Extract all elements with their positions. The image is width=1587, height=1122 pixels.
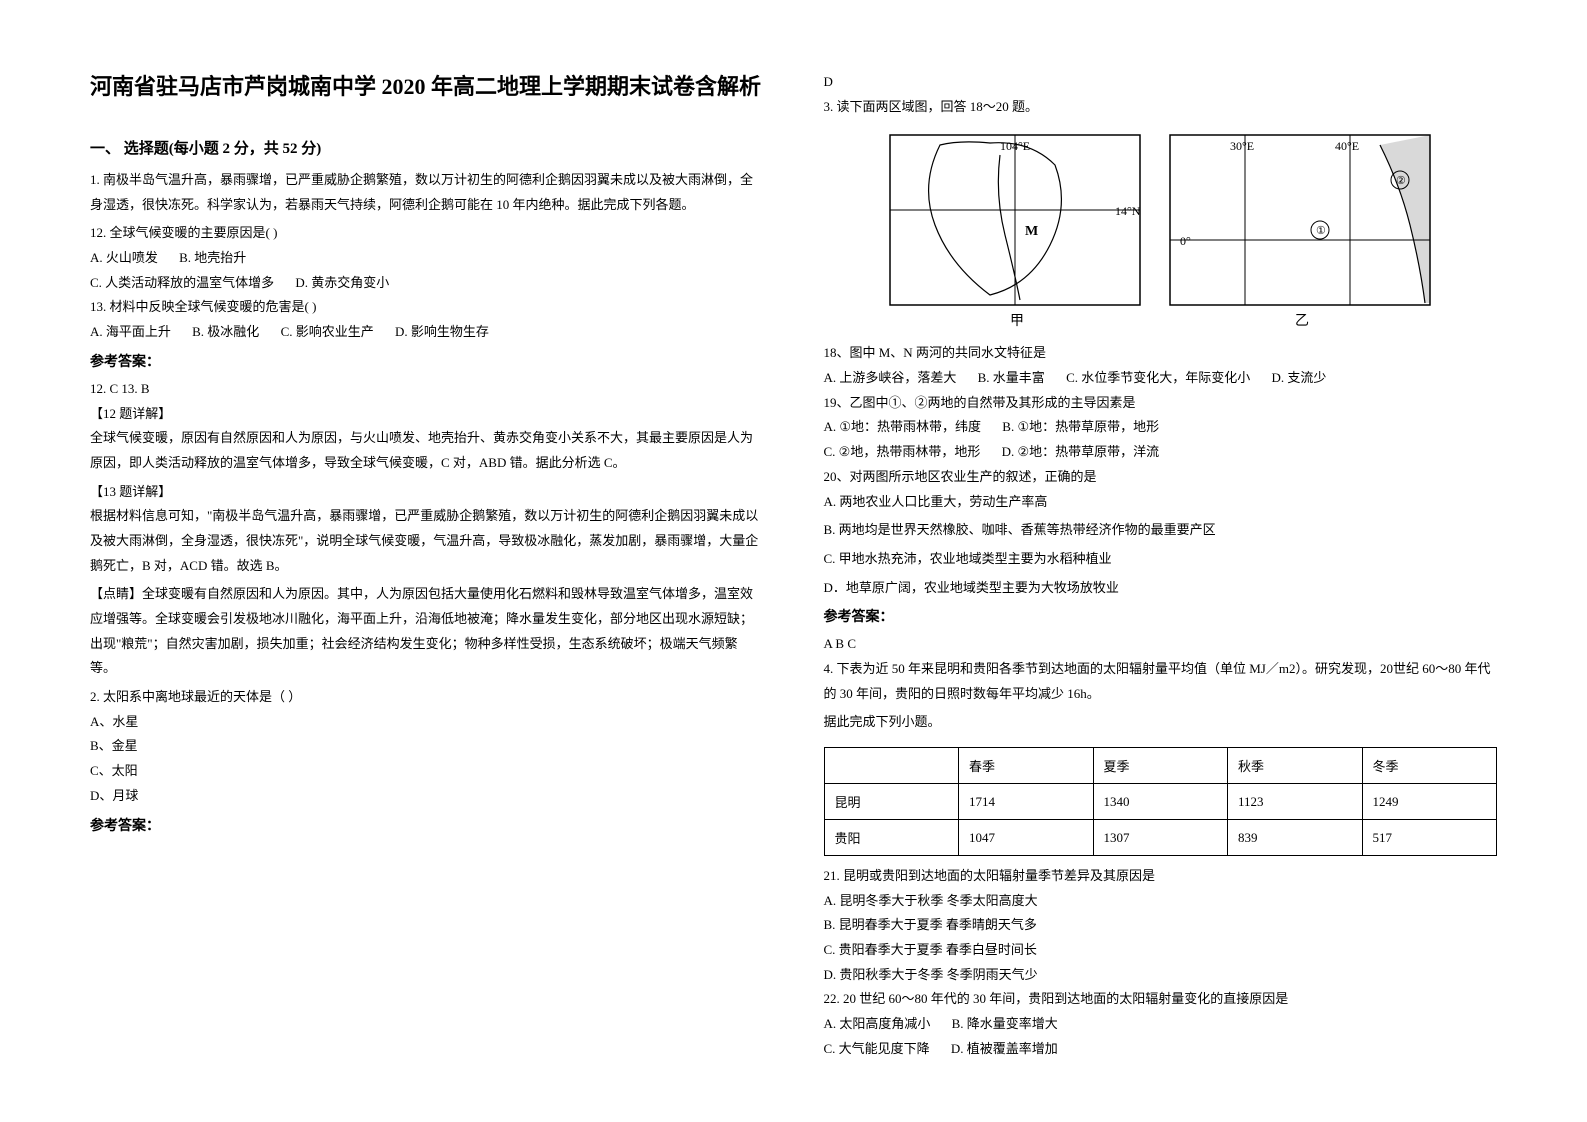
q1-13-stem: 13. 材料中反映全球气候变暖的危害是( ) — [90, 295, 764, 320]
q1-answer-label: 参考答案： — [90, 351, 764, 371]
table-col-1: 春季 — [959, 748, 1094, 784]
q1-12-opt-a: A. 火山喷发 — [90, 250, 158, 265]
table-col-3: 秋季 — [1228, 748, 1363, 784]
q2-stem: 2. 太阳系中离地球最近的天体是（ ） — [90, 685, 764, 710]
table-cell: 1123 — [1228, 784, 1363, 820]
q4-22-opt-d: D. 植被覆盖率增加 — [951, 1041, 1058, 1056]
left-column: 河南省驻马店市芦岗城南中学 2020 年高二地理上学期期末试卷含解析 一、 选择… — [90, 70, 794, 1082]
q3-18-opt-b: B. 水量丰富 — [978, 370, 1045, 385]
map-right-lon1: 30°E — [1230, 139, 1254, 153]
q2-answer-d: D — [824, 70, 1498, 95]
map-right-mark-2: ② — [1396, 175, 1406, 187]
map-right-caption: 乙 — [1295, 313, 1309, 329]
q3-20-opt-c: C. 甲地水热充沛，农业地域类型主要为水稻种植业 — [824, 547, 1498, 572]
q4-22-opts-row2: C. 大气能见度下降 D. 植被覆盖率增加 — [824, 1037, 1498, 1062]
table-cell: 昆明 — [824, 784, 959, 820]
table-cell: 贵阳 — [824, 820, 959, 856]
q1-intro: 1. 南极半岛气温升高，暴雨骤增，已严重威胁企鹅繁殖，数以万计初生的阿德利企鹅因… — [90, 168, 764, 217]
q3-19-opt-b: B. ①地：热带草原带，地形 — [1002, 419, 1159, 434]
q3-18-opt-c: C. 水位季节变化大，年际变化小 — [1066, 370, 1250, 385]
table-cell: 1047 — [959, 820, 1094, 856]
q4-intro1: 4. 下表为近 50 年来昆明和贵阳各季节到达地面的太阳辐射量平均值（单位 MJ… — [824, 657, 1498, 706]
q1-13-opts: A. 海平面上升 B. 极冰融化 C. 影响农业生产 D. 影响生物生存 — [90, 320, 764, 345]
q4-21-opt-d: D. 贵阳秋季大于冬季 冬季阴雨天气少 — [824, 963, 1498, 988]
q3-answers: A B C — [824, 632, 1498, 657]
table-header-row: 春季 夏季 秋季 冬季 — [824, 748, 1497, 784]
q3-19-opt-c: C. ②地，热带雨林带，地形 — [824, 444, 981, 459]
q2-opt-d: D、月球 — [90, 784, 764, 809]
q4-21-stem: 21. 昆明或贵阳到达地面的太阳辐射量季节差异及其原因是 — [824, 864, 1498, 889]
q3-19-opt-a: A. ①地：热带雨林带，纬度 — [824, 419, 982, 434]
map-right-lat: 0° — [1180, 234, 1191, 248]
section-1-header: 一、 选择题(每小题 2 分，共 52 分) — [90, 137, 764, 158]
map-left-m: M — [1025, 224, 1038, 239]
q3-20-opt-a: A. 两地农业人口比重大，劳动生产率高 — [824, 490, 1498, 515]
q2-opt-c: C、太阳 — [90, 759, 764, 784]
q1-12-opt-c: C. 人类活动释放的温室气体增多 — [90, 275, 274, 290]
map-right-mark-1: ① — [1316, 225, 1326, 237]
q4-22-opt-c: C. 大气能见度下降 — [824, 1041, 930, 1056]
q3-20-stem: 20、对两图所示地区农业生产的叙述，正确的是 — [824, 465, 1498, 490]
q3-19-opts-row1: A. ①地：热带雨林带，纬度 B. ①地：热带草原带，地形 — [824, 415, 1498, 440]
explain-13-body: 根据材料信息可知，"南极半岛气温升高，暴雨骤增，已严重威胁企鹅繁殖，数以万计初生… — [90, 504, 764, 578]
region-map-figure: 104°E 14°N M 甲 30°E 40°E 0° ① ② 乙 — [880, 125, 1440, 335]
map-left-lat: 14°N — [1115, 204, 1141, 218]
q4-21-opt-a: A. 昆明冬季大于秋季 冬季太阳高度大 — [824, 889, 1498, 914]
q4-22-opt-b: B. 降水量变率增大 — [952, 1016, 1058, 1031]
q1-12-opt-b: B. 地壳抬升 — [179, 250, 246, 265]
table-col-2: 夏季 — [1093, 748, 1228, 784]
q1-answers: 12. C 13. B — [90, 377, 764, 402]
q4-21-opt-c: C. 贵阳春季大于夏季 春季白昼时间长 — [824, 938, 1498, 963]
q4-21-opt-b: B. 昆明春季大于夏季 春季晴朗天气多 — [824, 913, 1498, 938]
table-cell: 1340 — [1093, 784, 1228, 820]
table-cell: 1307 — [1093, 820, 1228, 856]
right-column: D 3. 读下面两区域图，回答 18～20 题。 104°E 14°N M 甲 … — [794, 70, 1498, 1082]
q1-12-opts-row2: C. 人类活动释放的温室气体增多 D. 黄赤交角变小 — [90, 271, 764, 296]
table-row: 昆明 1714 1340 1123 1249 — [824, 784, 1497, 820]
explain-12-header: 【12 题详解】 — [90, 402, 764, 427]
q1-13-opt-a: A. 海平面上升 — [90, 324, 171, 339]
table-cell: 1249 — [1362, 784, 1497, 820]
radiation-table: 春季 夏季 秋季 冬季 昆明 1714 1340 1123 1249 贵阳 10… — [824, 747, 1498, 856]
table-row: 贵阳 1047 1307 839 517 — [824, 820, 1497, 856]
q3-19-stem: 19、乙图中①、②两地的自然带及其形成的主导因素是 — [824, 391, 1498, 416]
exam-title: 河南省驻马店市芦岗城南中学 2020 年高二地理上学期期末试卷含解析 — [90, 70, 764, 103]
q3-18-opt-a: A. 上游多峡谷，落差大 — [824, 370, 957, 385]
q4-22-opt-a: A. 太阳高度角减小 — [824, 1016, 931, 1031]
q1-13-opt-b: B. 极冰融化 — [192, 324, 259, 339]
q1-tip: 【点睛】全球变暖有自然原因和人为原因。其中，人为原因包括大量使用化石燃料和毁林导… — [90, 582, 764, 681]
q2-opt-a: A、水星 — [90, 710, 764, 735]
q4-22-opts-row1: A. 太阳高度角减小 B. 降水量变率增大 — [824, 1012, 1498, 1037]
q3-20-opt-b: B. 两地均是世界天然橡胶、咖啡、香蕉等热带经济作物的最重要产区 — [824, 518, 1498, 543]
q1-12-opt-d: D. 黄赤交角变小 — [295, 275, 389, 290]
q1-13-opt-c: C. 影响农业生产 — [281, 324, 374, 339]
map-left-caption: 甲 — [1010, 314, 1024, 329]
table-cell: 517 — [1362, 820, 1497, 856]
q3-20-opt-d: D．地草原广阔，农业地域类型主要为大牧场放牧业 — [824, 576, 1498, 601]
q3-18-stem: 18、图中 M、N 两河的共同水文特征是 — [824, 341, 1498, 366]
q4-22-stem: 22. 20 世纪 60～80 年代的 30 年间，贵阳到达地面的太阳辐射量变化… — [824, 987, 1498, 1012]
q4-intro2: 据此完成下列小题。 — [824, 710, 1498, 735]
q3-19-opts-row2: C. ②地，热带雨林带，地形 D. ②地：热带草原带，洋流 — [824, 440, 1498, 465]
q3-19-opt-d: D. ②地：热带草原带，洋流 — [1002, 444, 1160, 459]
table-col-0 — [824, 748, 959, 784]
q2-answer-label: 参考答案： — [90, 815, 764, 835]
q3-18-opt-d: D. 支流少 — [1271, 370, 1326, 385]
q1-13-opt-d: D. 影响生物生存 — [395, 324, 489, 339]
explain-12-body: 全球气候变暖，原因有自然原因和人为原因，与火山喷发、地壳抬升、黄赤交角变小关系不… — [90, 426, 764, 475]
q3-18-opts: A. 上游多峡谷，落差大 B. 水量丰富 C. 水位季节变化大，年际变化小 D.… — [824, 366, 1498, 391]
table-col-4: 冬季 — [1362, 748, 1497, 784]
q3-intro: 3. 读下面两区域图，回答 18～20 题。 — [824, 95, 1498, 120]
map-right-lon2: 40°E — [1335, 139, 1359, 153]
q1-12-opts-row1: A. 火山喷发 B. 地壳抬升 — [90, 246, 764, 271]
q3-answer-label: 参考答案： — [824, 606, 1498, 626]
explain-13-header: 【13 题详解】 — [90, 480, 764, 505]
table-cell: 1714 — [959, 784, 1094, 820]
q2-opt-b: B、金星 — [90, 734, 764, 759]
q1-12-stem: 12. 全球气候变暖的主要原因是( ) — [90, 221, 764, 246]
table-cell: 839 — [1228, 820, 1363, 856]
